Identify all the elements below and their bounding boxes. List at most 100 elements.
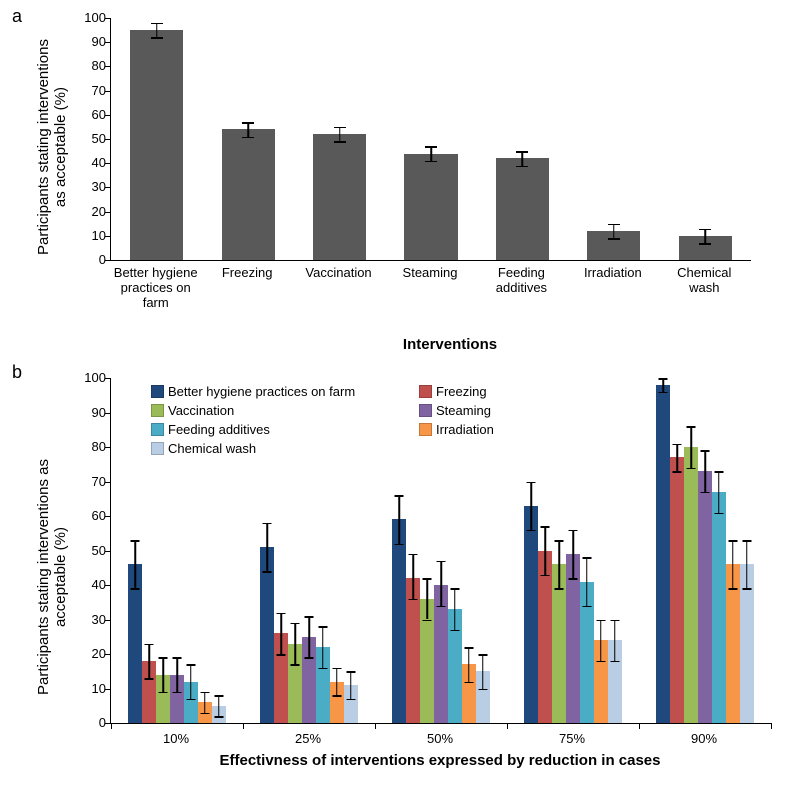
error-cap (346, 671, 355, 673)
panel-b-x-title: Effectivness of interventions expressed … (160, 752, 720, 769)
error-cap (659, 392, 668, 394)
error-cap (277, 654, 286, 656)
error-bar (705, 229, 707, 244)
error-cap (478, 689, 487, 691)
error-cap (423, 620, 432, 622)
y-tick-mark (105, 689, 111, 690)
error-cap (423, 578, 432, 580)
error-cap (659, 378, 668, 380)
error-cap (742, 540, 751, 542)
y-tick-label: 60 (0, 508, 106, 523)
y-tick-label: 20 (0, 646, 106, 661)
error-cap (305, 657, 314, 659)
error-cap (450, 630, 459, 632)
x-tick-label: 75% (542, 732, 602, 747)
error-cap (131, 588, 140, 590)
bar (656, 385, 670, 723)
error-bar (339, 127, 341, 142)
error-bar (440, 561, 442, 606)
y-tick-mark (105, 18, 111, 19)
y-tick-label: 40 (0, 155, 106, 170)
y-tick-mark (105, 187, 111, 188)
error-bar (308, 616, 310, 657)
y-tick-label: 90 (0, 405, 106, 420)
error-bar (558, 540, 560, 588)
error-cap (332, 668, 341, 670)
error-cap (464, 682, 473, 684)
error-cap (673, 444, 682, 446)
legend-item: Feeding additives (151, 422, 409, 437)
error-bar (545, 526, 547, 574)
error-cap (200, 713, 209, 715)
error-cap (318, 668, 327, 670)
y-tick-mark (105, 482, 111, 483)
error-bar (482, 654, 484, 689)
error-cap (437, 606, 446, 608)
error-bar (162, 657, 164, 692)
error-cap (151, 37, 163, 39)
error-cap (728, 588, 737, 590)
error-cap (728, 540, 737, 542)
y-tick-label: 100 (0, 10, 106, 25)
x-tick-label: Better hygiene practices on farm (112, 266, 200, 311)
y-tick-label: 0 (0, 252, 106, 267)
y-tick-label: 50 (0, 131, 106, 146)
figure: a Participants stating interventions as … (0, 0, 789, 800)
legend-label: Vaccination (168, 403, 234, 418)
error-cap (409, 599, 418, 601)
error-cap (555, 540, 564, 542)
bar (404, 154, 457, 260)
error-cap (516, 166, 528, 168)
y-tick-mark (105, 516, 111, 517)
y-tick-label: 80 (0, 439, 106, 454)
error-bar (294, 623, 296, 664)
error-cap (145, 678, 154, 680)
legend-item: Freezing (419, 384, 487, 399)
error-cap (263, 523, 272, 525)
error-bar (399, 495, 401, 543)
error-cap (159, 657, 168, 659)
y-tick-mark (105, 139, 111, 140)
error-cap (263, 571, 272, 573)
y-tick-mark (105, 66, 111, 67)
y-tick-label: 60 (0, 107, 106, 122)
error-bar (718, 471, 720, 512)
error-cap (701, 450, 710, 452)
error-cap (334, 127, 346, 129)
error-cap (214, 716, 223, 718)
error-bar (663, 378, 665, 392)
error-bar (586, 557, 588, 605)
error-cap (701, 492, 710, 494)
error-cap (186, 664, 195, 666)
error-cap (569, 530, 578, 532)
x-tick-label: Steaming (386, 266, 474, 281)
legend-swatch (151, 423, 164, 436)
error-cap (610, 620, 619, 622)
legend-label: Feeding additives (168, 422, 270, 437)
error-bar (704, 450, 706, 491)
panel-b-yticks: 0102030405060708090100 (0, 378, 110, 723)
x-tick-label: 10% (146, 732, 206, 747)
error-bar (413, 554, 415, 599)
error-cap (332, 695, 341, 697)
error-bar (454, 588, 456, 629)
error-cap (200, 692, 209, 694)
error-cap (714, 513, 723, 515)
error-bar (426, 578, 428, 619)
y-tick-label: 70 (0, 83, 106, 98)
error-bar (614, 620, 616, 661)
error-cap (145, 644, 154, 646)
error-cap (742, 588, 751, 590)
error-cap (173, 657, 182, 659)
error-cap (425, 161, 437, 163)
error-cap (608, 224, 620, 226)
legend-row: Chemical wash (151, 441, 504, 458)
legend-row: VaccinationSteaming (151, 403, 504, 420)
error-cap (687, 468, 696, 470)
legend-item: Irradiation (419, 422, 494, 437)
bar (130, 30, 183, 260)
error-cap (527, 482, 536, 484)
error-cap (450, 588, 459, 590)
legend-label: Chemical wash (168, 441, 256, 456)
error-bar (336, 668, 338, 696)
